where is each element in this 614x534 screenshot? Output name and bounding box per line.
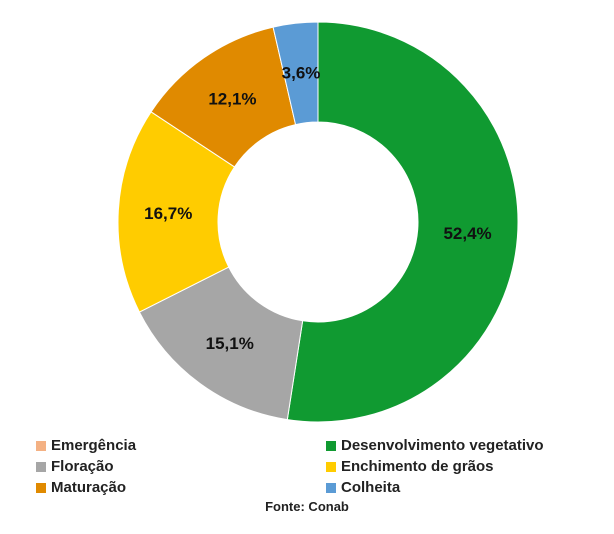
legend-label-floracao: Floração bbox=[51, 458, 114, 475]
legend-swatch-floracao bbox=[36, 461, 46, 472]
legend-item-desenvolvimento-vegetativo: Desenvolvimento vegetativo bbox=[326, 436, 596, 455]
legend: Emergência Desenvolvimento vegetativo Fl… bbox=[36, 436, 596, 497]
slice-label-maturacao: 12,1% bbox=[208, 89, 256, 108]
legend-label-enchimento-de-graos: Enchimento de grãos bbox=[341, 458, 494, 475]
legend-item-maturacao: Maturação bbox=[36, 478, 326, 497]
donut-chart: 52,4% 15,1% 16,7% 12,1% 3,6% bbox=[117, 21, 519, 423]
legend-item-enchimento-de-graos: Enchimento de grãos bbox=[326, 457, 596, 476]
legend-swatch-desenvolvimento-vegetativo bbox=[326, 440, 336, 451]
slice-floracao bbox=[138, 266, 304, 421]
slice-label-colheita: 3,6% bbox=[282, 63, 321, 82]
source-note: Fonte: Conab bbox=[265, 499, 349, 514]
legend-label-desenvolvimento-vegetativo: Desenvolvimento vegetativo bbox=[341, 437, 544, 454]
slice-colheita bbox=[272, 21, 319, 126]
legend-item-emergencia: Emergência bbox=[36, 436, 326, 455]
legend-item-colheita: Colheita bbox=[326, 478, 596, 497]
legend-swatch-emergencia bbox=[36, 440, 46, 451]
legend-swatch-colheita bbox=[326, 482, 336, 493]
legend-swatch-enchimento-de-graos bbox=[326, 461, 336, 472]
legend-label-maturacao: Maturação bbox=[51, 479, 127, 496]
legend-item-floracao: Floração bbox=[36, 457, 326, 476]
slice-desenvolvimento-vegetativo bbox=[286, 21, 519, 423]
legend-label-colheita: Colheita bbox=[341, 479, 401, 496]
slice-enchimento-de-graos bbox=[117, 111, 236, 313]
legend-swatch-maturacao bbox=[36, 482, 46, 493]
slice-label-desenvolvimento-vegetativo: 52,4% bbox=[443, 224, 491, 243]
slice-label-floracao: 15,1% bbox=[206, 334, 254, 353]
legend-label-emergencia: Emergência bbox=[51, 437, 137, 454]
slice-label-enchimento-de-graos: 16,7% bbox=[144, 204, 192, 223]
